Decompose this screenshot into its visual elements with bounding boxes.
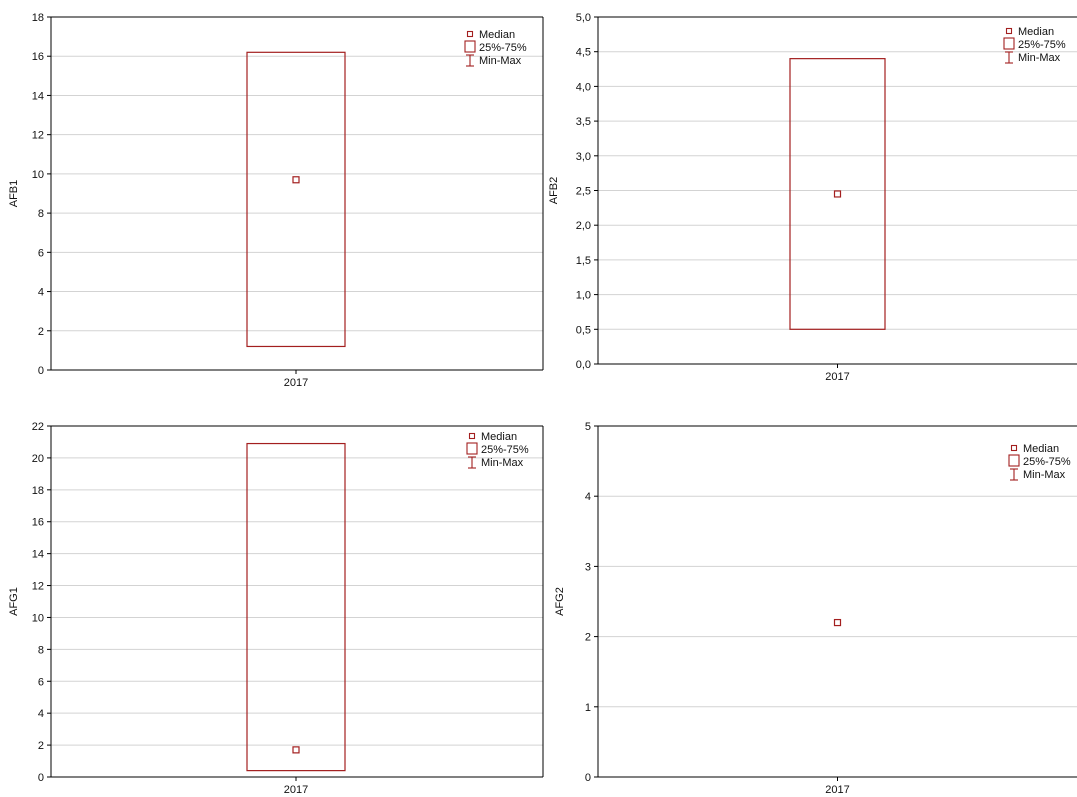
- legend-median-label: Median: [1018, 26, 1054, 38]
- y-tick-label: 20: [32, 453, 44, 465]
- legend-iqr-label: 25%-75%: [1018, 39, 1066, 51]
- y-tick-label: 0: [38, 365, 44, 377]
- median-marker: [292, 176, 300, 184]
- y-axis-label: AFB1: [8, 180, 20, 208]
- y-tick-label: 1: [585, 702, 591, 714]
- legend-iqr-icon: [466, 442, 478, 455]
- chart-panel-afg1: 0 2 4 6 8 10 12 14 16 18 20 22 2017 AFG1 Median25%-75%…: [8, 421, 544, 796]
- y-tick-label: 4,5: [576, 47, 591, 59]
- x-tick-label: 2017: [284, 377, 308, 389]
- y-axis-label: AFG2: [554, 587, 566, 616]
- x-tick-label: 2017: [284, 784, 308, 796]
- y-tick-label: 0,5: [576, 324, 591, 336]
- y-tick-label: 5,0: [576, 12, 591, 24]
- legend-iqr-icon: [464, 40, 476, 53]
- x-tick-label: 2017: [825, 371, 849, 383]
- y-tick-label: 3,0: [576, 151, 591, 163]
- legend-median-label: Median: [1023, 443, 1059, 455]
- y-tick-label: 6: [38, 676, 44, 688]
- y-tick-label: 0: [585, 772, 591, 784]
- y-tick-label: 3,5: [576, 116, 591, 128]
- legend-median-icon: [466, 30, 474, 38]
- y-tick-label: 4: [38, 708, 44, 720]
- y-axis-label: AFB2: [548, 177, 560, 205]
- y-tick-label: 1,0: [576, 290, 591, 302]
- y-tick-label: 12: [32, 130, 44, 142]
- x-tick-label: 2017: [825, 784, 849, 796]
- y-tick-label: 14: [32, 90, 44, 102]
- y-tick-label: 14: [32, 549, 44, 561]
- y-tick-label: 10: [32, 612, 44, 624]
- legend-median-label: Median: [479, 29, 515, 41]
- y-axis-label: AFG1: [8, 587, 20, 616]
- y-tick-label: 8: [38, 208, 44, 220]
- legend-median-label: Median: [481, 431, 517, 443]
- y-tick-label: 18: [32, 12, 44, 24]
- y-tick-label: 8: [38, 644, 44, 656]
- median-marker: [833, 190, 842, 198]
- legend-median-icon: [1005, 27, 1013, 35]
- y-tick-label: 2: [38, 326, 44, 338]
- y-tick-label: 4: [585, 491, 591, 503]
- legend-range-label: Min-Max: [479, 55, 522, 67]
- y-tick-label: 16: [32, 51, 44, 63]
- median-marker: [833, 618, 842, 627]
- y-tick-label: 0: [38, 772, 44, 784]
- y-tick-label: 3: [585, 561, 591, 573]
- chart-panel-afb1: 0 2 4 6 8 10 12 14 16 18 2017 AFB1 Median25%-75%Min-…: [8, 12, 544, 389]
- chart-panel-afb2: 0,0 0,5 1,0 1,5 2,0 2,5 3,0 3,5 4,0 4,5 5,0 2017 AFB…: [548, 12, 1077, 383]
- iqr-box: [246, 51, 346, 348]
- legend-range-label: Min-Max: [1023, 469, 1066, 481]
- legend-iqr-label: 25%-75%: [1023, 456, 1071, 468]
- legend-iqr-label: 25%-75%: [479, 42, 527, 54]
- legend-median-icon: [468, 432, 476, 440]
- y-tick-label: 2: [585, 632, 591, 644]
- y-tick-label: 16: [32, 517, 44, 529]
- y-tick-label: 2,5: [576, 186, 591, 198]
- iqr-box: [789, 58, 886, 330]
- y-tick-label: 18: [32, 485, 44, 497]
- y-tick-label: 0,0: [576, 359, 591, 371]
- y-tick-label: 22: [32, 421, 44, 433]
- legend-range-label: Min-Max: [1018, 52, 1061, 64]
- y-tick-label: 5: [585, 421, 591, 433]
- y-tick-label: 4: [38, 287, 44, 299]
- y-tick-label: 1,5: [576, 255, 591, 267]
- median-marker: [292, 746, 300, 754]
- y-tick-label: 2,0: [576, 220, 591, 232]
- y-tick-label: 4,0: [576, 81, 591, 93]
- legend-iqr-icon: [1008, 454, 1020, 467]
- y-tick-label: 6: [38, 247, 44, 259]
- legend-median-icon: [1010, 444, 1018, 452]
- y-tick-label: 2: [38, 740, 44, 752]
- legend-iqr-icon: [1003, 37, 1015, 50]
- iqr-box: [246, 442, 346, 772]
- y-tick-label: 12: [32, 581, 44, 593]
- legend-iqr-label: 25%-75%: [481, 444, 529, 456]
- legend-range-label: Min-Max: [481, 457, 524, 469]
- y-tick-label: 10: [32, 169, 44, 181]
